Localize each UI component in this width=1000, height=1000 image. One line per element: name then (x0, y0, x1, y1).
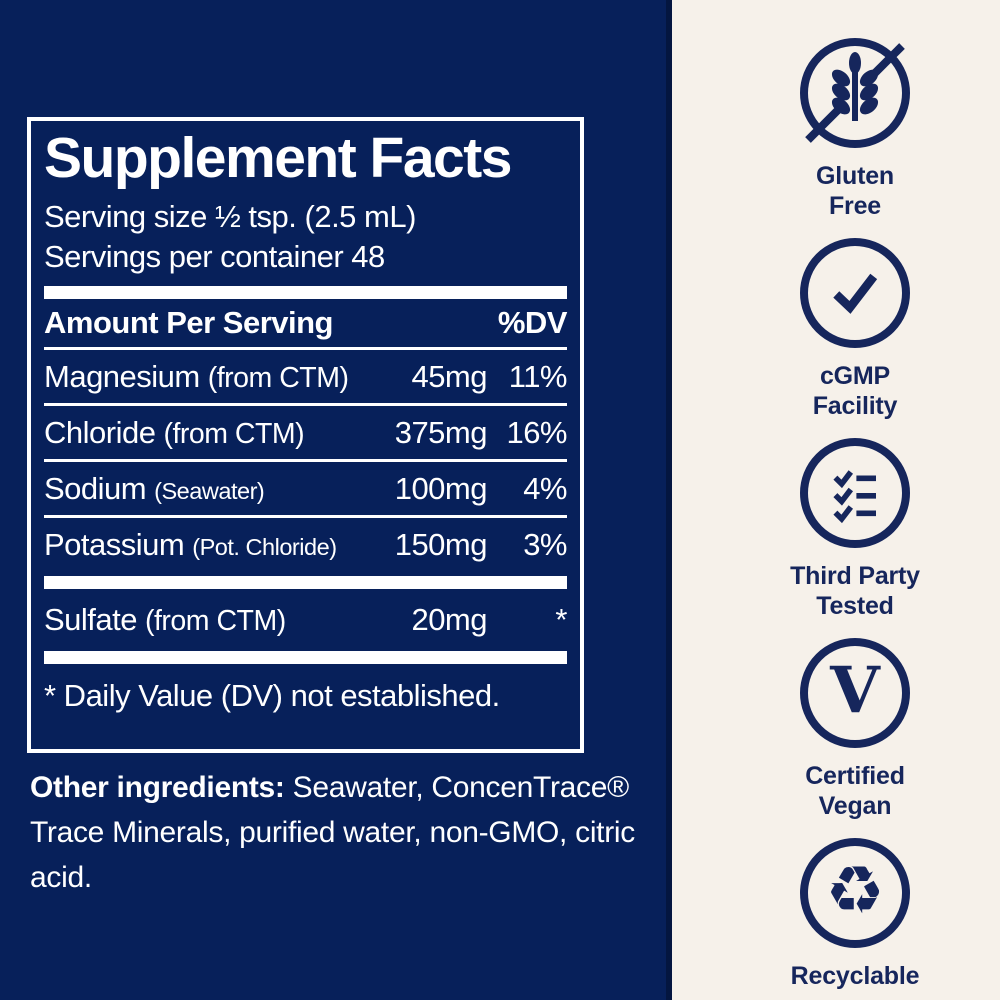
vegan-v-icon: V (830, 653, 880, 728)
thin-separator-line (44, 515, 567, 519)
badge-circle: ♻ (799, 838, 910, 948)
badge-circle (800, 38, 910, 148)
supplement-facts-box: Supplement Facts Serving size ½ tsp. (2.… (27, 117, 584, 753)
amount-per-serving-header: Amount Per Serving (44, 305, 333, 341)
nutrient-name: Potassium (44, 526, 185, 562)
thick-separator-bar (44, 576, 567, 590)
table-row-sodium: Sodium (Seawater) 100mg 4% (44, 462, 568, 515)
other-ingredients-text: Seawater, ConcenTrace® Trace Minerals, p… (30, 771, 635, 894)
nutrient-amount: 150mg (394, 526, 488, 562)
nutrient-qualifier: (from CTM) (145, 604, 286, 637)
other-ingredients-label: Other ingredients: (30, 771, 285, 804)
nutrient-qualifier: (from CTM) (207, 361, 349, 394)
thick-separator-bar (44, 286, 567, 300)
nutrient-name: Chloride (44, 414, 156, 450)
table-header-row: Amount Per Serving %DV (44, 299, 568, 347)
checklist-icon (833, 470, 876, 524)
badge-recyclable: ♻ Recyclable (791, 838, 920, 1000)
nutrient-dv: 16% (506, 414, 567, 450)
thin-separator-line (44, 403, 567, 407)
badge-circle (800, 438, 910, 548)
badge-label: Gluten Free (816, 162, 894, 220)
nutrient-dv: 4% (523, 470, 567, 506)
nutrient-dv: * (555, 601, 567, 637)
nutrient-dv: 3% (523, 526, 567, 562)
thick-separator-bar (44, 651, 567, 665)
nutrient-amount: 20mg (411, 601, 487, 637)
table-row-chloride: Chloride (from CTM) 375mg 16% (44, 406, 568, 459)
serving-size-text: Serving size ½ tsp. (2.5 mL) (44, 198, 416, 234)
supplement-facts-title: Supplement Facts (44, 126, 512, 190)
daily-value-footnote: * Daily Value (DV) not established. (44, 678, 500, 714)
other-ingredients: Other ingredients: Seawater, ConcenTrace… (30, 765, 648, 900)
badge-cgmp-facility: cGMP Facility (800, 238, 910, 438)
badge-third-party-tested: Third Party Tested (790, 438, 920, 638)
badge-certified-vegan: V Certified Vegan (800, 638, 910, 838)
nutrient-name: Sulfate (44, 601, 138, 637)
nutrient-amount: 100mg (394, 470, 488, 506)
badge-circle: V (800, 638, 910, 748)
thin-separator-line (44, 347, 567, 351)
badge-gluten-free: Gluten Free (800, 38, 910, 238)
wheat-slash-icon (805, 43, 905, 143)
nutrient-qualifier: (Seawater) (154, 477, 265, 504)
nutrient-name: Sodium (44, 470, 147, 506)
badge-label: Recyclable (790, 962, 920, 990)
table-row-magnesium: Magnesium (from CTM) 45mg 11% (44, 350, 568, 403)
badge-label: Certified Vegan (805, 762, 905, 820)
checkmark-icon (833, 273, 878, 314)
recycle-icon: ♻ (825, 852, 885, 929)
badge-circle (800, 238, 910, 348)
panel-edge-divider (666, 0, 672, 1000)
nutrient-qualifier: (Pot. Chloride) (192, 533, 337, 560)
thin-separator-line (44, 459, 567, 463)
table-row-sulfate: Sulfate (from CTM) 20mg * (44, 593, 568, 646)
certification-badge-column: Gluten Free cGMP Facility Third Party (672, 0, 1000, 1000)
label-background-panel (0, 0, 666, 1000)
badge-label: Third Party Tested (790, 562, 920, 620)
nutrient-name: Magnesium (44, 358, 200, 394)
table-row-potassium: Potassium (Pot. Chloride) 150mg 3% (44, 518, 568, 571)
nutrient-dv: 11% (508, 358, 568, 394)
servings-per-container-text: Servings per container 48 (44, 238, 385, 274)
nutrient-amount: 375mg (394, 414, 488, 450)
nutrient-qualifier: (from CTM) (163, 417, 305, 450)
badge-label: cGMP Facility (812, 362, 898, 420)
percent-dv-header: %DV (497, 305, 568, 341)
nutrient-amount: 45mg (411, 358, 487, 394)
